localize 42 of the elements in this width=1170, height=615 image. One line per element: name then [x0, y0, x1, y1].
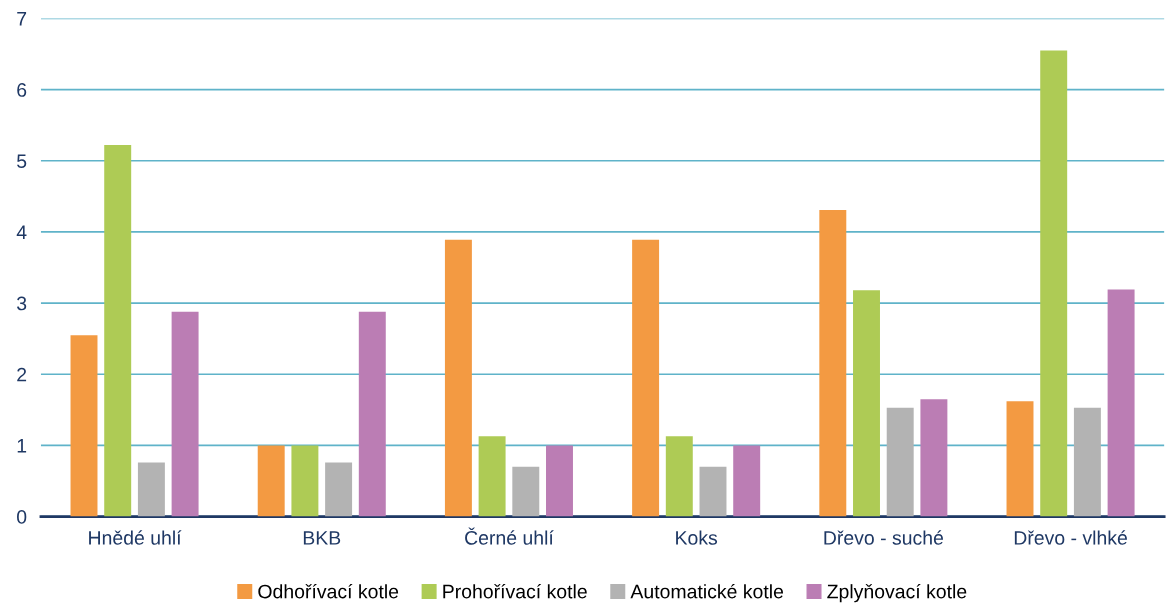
x-tick-label: BKB — [303, 531, 341, 545]
bar — [733, 445, 761, 517]
x-tick-label: Dřevo - vlhké — [1014, 530, 1127, 545]
y-tick-label: 1 — [17, 439, 27, 453]
bar — [886, 407, 914, 517]
y-tick-label: 5 — [17, 154, 27, 169]
y-tick-label: 0 — [17, 510, 27, 524]
bar — [358, 311, 386, 517]
x-tick-label: Dřevo - suché — [824, 530, 944, 545]
bar — [853, 290, 880, 517]
bar — [665, 436, 693, 517]
bar — [137, 462, 165, 517]
bar — [1073, 407, 1101, 517]
y-tick-label: 6 — [17, 83, 27, 97]
bar — [70, 335, 98, 517]
y-tick-label: 4 — [16, 225, 27, 239]
bar — [325, 462, 353, 517]
bar — [1107, 289, 1135, 517]
x-tick-label: Hnědé uhlí — [89, 530, 182, 545]
legend-label: Zplyňovací kotle — [827, 583, 967, 603]
legend-label: Automatické kotle — [630, 583, 784, 599]
bar — [171, 311, 199, 517]
bar — [699, 466, 727, 517]
legend-label: Prohořívací kotle — [443, 583, 587, 599]
y-tick-label: 2 — [17, 367, 27, 382]
bar — [632, 239, 660, 517]
bar — [104, 145, 132, 517]
x-tick-label: Černé uhlí — [465, 527, 554, 545]
bar — [546, 445, 573, 517]
bar — [257, 445, 285, 517]
bar — [920, 399, 948, 517]
bar — [1040, 50, 1068, 517]
y-tick-label: 7 — [17, 12, 27, 26]
bar — [1006, 401, 1034, 517]
bar — [291, 445, 319, 517]
y-tick-label: 3 — [16, 296, 27, 311]
bar — [512, 466, 540, 517]
x-tick-label: Koks — [676, 530, 718, 545]
legend-label: Odhořívací kotle — [258, 583, 399, 599]
bar — [444, 239, 472, 517]
bar — [478, 436, 506, 517]
bar — [819, 209, 847, 517]
